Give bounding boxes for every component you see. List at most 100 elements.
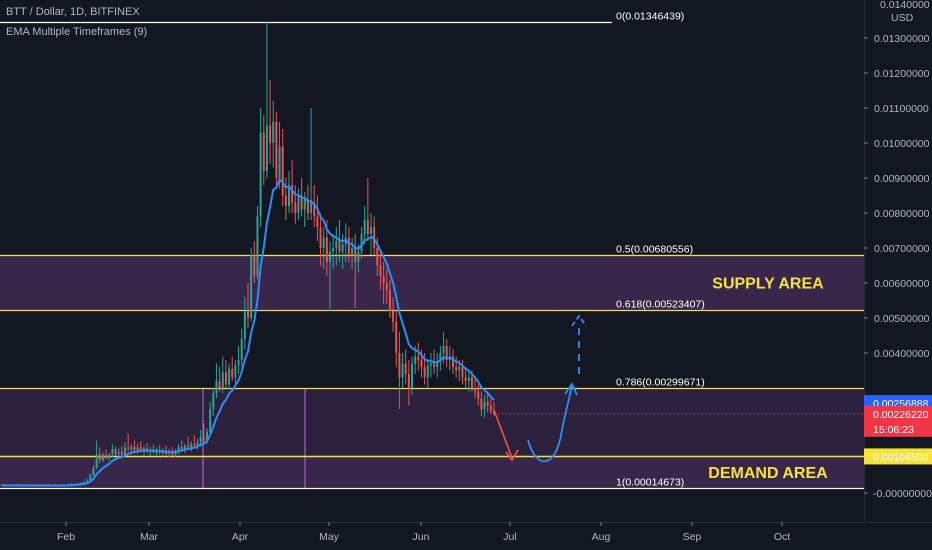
- candle: [193, 435, 196, 449]
- zone-labels-layer: SUPPLY AREA DEMAND AREA: [708, 275, 828, 482]
- candle: [461, 360, 464, 385]
- candle: [139, 441, 142, 452]
- currency-label: USD: [891, 12, 914, 24]
- candle-body: [445, 346, 448, 360]
- price-tick-label: 0.01100000: [874, 103, 929, 115]
- candle-body: [310, 202, 313, 213]
- candle-body: [284, 195, 287, 206]
- time-axis: Feb Mar Apr May Jun Jul Aug Sep Oct: [0, 522, 932, 543]
- candle: [228, 363, 231, 390]
- fib-label-4: 1(0.00014673): [616, 477, 684, 489]
- candle-body: [442, 346, 445, 353]
- candle: [322, 227, 325, 269]
- candle: [388, 279, 391, 318]
- candle: [347, 227, 350, 262]
- candle-body: [436, 361, 439, 367]
- candle-body: [467, 377, 470, 381]
- candle-body: [452, 356, 454, 367]
- time-tick-label: Aug: [592, 531, 611, 543]
- candle-body: [215, 381, 218, 394]
- time-tick-label: May: [319, 531, 340, 543]
- candle-body: [483, 402, 486, 409]
- candle: [190, 441, 193, 452]
- candle: [247, 283, 249, 329]
- price-tick-label: 0.00800000: [874, 208, 930, 220]
- candle: [329, 241, 331, 311]
- candle-body: [470, 377, 473, 388]
- candle-body: [105, 455, 108, 458]
- candle-body: [363, 220, 366, 234]
- candle: [215, 363, 218, 399]
- candle-body: [379, 265, 382, 276]
- candle-body: [256, 216, 259, 276]
- candle: [105, 449, 108, 460]
- candle-body: [370, 227, 372, 234]
- candle: [196, 438, 199, 450]
- candle-body: [297, 195, 300, 213]
- candle-body: [455, 367, 458, 371]
- candle-body: [243, 311, 246, 339]
- candle-body: [373, 227, 376, 248]
- candle-body: [196, 442, 199, 446]
- candle: [269, 80, 272, 164]
- candle: [108, 452, 111, 461]
- candle-body: [325, 237, 328, 262]
- candle-body: [253, 255, 256, 276]
- indicator-title[interactable]: EMA Multiple Timeframes (9): [6, 26, 148, 38]
- candle-body: [95, 454, 98, 468]
- candle-body: [411, 363, 413, 388]
- candle-body: [237, 360, 240, 366]
- candle-body: [316, 216, 319, 227]
- candle-body: [493, 410, 495, 414]
- price-tick-label: 0.00700000: [874, 243, 930, 255]
- candle-body: [180, 446, 183, 450]
- candle: [281, 129, 284, 206]
- candle-body: [187, 445, 190, 448]
- candle-body: [395, 321, 398, 353]
- candle-body: [212, 393, 215, 409]
- candle: [363, 206, 366, 245]
- candle: [177, 444, 180, 455]
- candle: [250, 248, 253, 322]
- candle-body: [168, 451, 171, 454]
- fib-levels-layer: 0(0.01346439) 0.5(0.00680556) 0.618(0.0052…: [0, 11, 864, 490]
- candle: [187, 437, 190, 450]
- candle-body: [433, 363, 436, 367]
- candle: [95, 440, 98, 470]
- candle: [341, 234, 344, 269]
- candle: [464, 367, 467, 388]
- candle-body: [294, 202, 297, 213]
- candle-body: [183, 445, 186, 450]
- projection-drawings-layer: [493, 314, 864, 463]
- time-tick-label: Apr: [232, 531, 249, 543]
- candle: [231, 356, 234, 381]
- candle-body: [250, 255, 253, 318]
- candle: [240, 328, 243, 367]
- candle-body: [426, 365, 429, 378]
- candle-body: [401, 363, 404, 378]
- time-tick-label: Jul: [503, 531, 516, 543]
- candle-body: [278, 146, 281, 178]
- candle: [114, 446, 117, 457]
- candle-body: [114, 449, 117, 454]
- ema-line: [1, 177, 495, 487]
- candle-body: [83, 482, 85, 484]
- price-tick-label: 0.01300000: [874, 33, 930, 45]
- candle-body: [404, 363, 407, 374]
- zone-label-demand: DEMAND AREA: [708, 465, 828, 482]
- price-tick-label: 0.00900000: [874, 173, 930, 185]
- candle: [234, 360, 237, 385]
- candle-body: [127, 447, 130, 450]
- candle: [291, 160, 294, 213]
- candle: [382, 262, 385, 304]
- candle-body: [218, 381, 221, 388]
- candle: [395, 311, 398, 367]
- candle: [168, 448, 171, 458]
- candle-body: [136, 447, 139, 451]
- candle-body: [86, 480, 89, 483]
- fib-label-1: 0.5(0.00680556): [616, 244, 693, 256]
- candle-body: [228, 368, 231, 385]
- candle-body: [464, 377, 467, 381]
- candle: [401, 353, 404, 388]
